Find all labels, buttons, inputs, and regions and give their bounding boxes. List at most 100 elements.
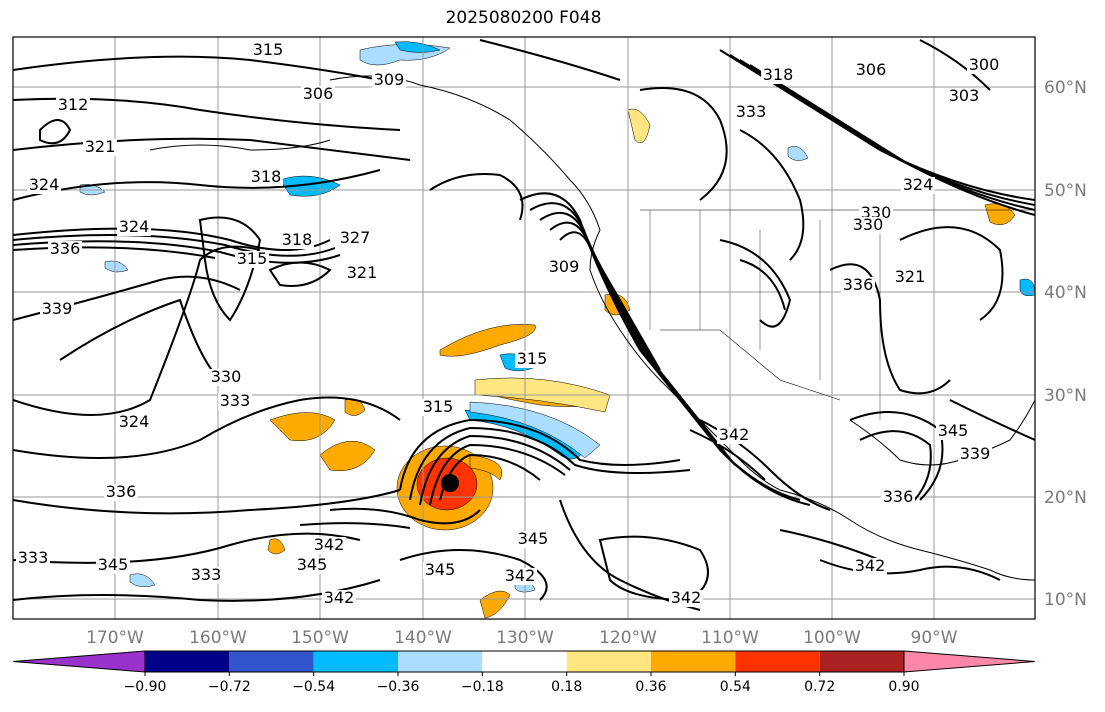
contour-coast-4 [549, 221, 736, 466]
contour-label-bg [40, 301, 74, 318]
contour-sw-1 [13, 532, 361, 564]
contour-label: 324 [903, 175, 934, 194]
contour-label: 345 [518, 529, 549, 548]
contour-label: 324 [119, 217, 150, 236]
contour-label-bg [117, 414, 151, 431]
contour-label-bg [235, 251, 269, 268]
contour-label-bg [338, 230, 372, 247]
contour-label: 309 [374, 70, 405, 89]
colorbar-label: −0.72 [208, 679, 251, 695]
colorbar-label: −0.90 [124, 679, 167, 695]
contour-ne-5 [919, 39, 991, 91]
lat-label: 10°N [1044, 590, 1087, 610]
contour-closed-w [198, 216, 262, 322]
contour-label-bg [851, 217, 885, 234]
contour-label: 333 [736, 102, 767, 121]
contour-label-bg [189, 567, 223, 584]
contour-label: 330 [853, 215, 884, 234]
contour-canada-1 [639, 87, 728, 201]
colorbar-segment [398, 651, 483, 672]
contour-w-2 [13, 234, 336, 257]
contour-north-4 [13, 169, 381, 201]
contour-gulf-2 [859, 430, 932, 506]
contour-label-bg [16, 550, 50, 567]
shade-lightblue-e1 [787, 146, 809, 161]
contour-label: 321 [895, 267, 926, 286]
chart-title: 2025080200 F048 [445, 8, 602, 28]
contour-label-bg [345, 265, 379, 282]
border-us-mexico [660, 329, 841, 401]
colorbar-frame [144, 650, 905, 673]
lon-label: 90°W [911, 628, 958, 648]
contour-spiral-3 [419, 434, 571, 506]
contour-label: 333 [191, 565, 222, 584]
contour-spiral-1 [399, 418, 681, 491]
contour-label: 336 [50, 239, 81, 258]
contour-us-2 [739, 259, 786, 311]
lon-label: 130°W [496, 628, 554, 648]
contour-label-bg [967, 57, 1001, 74]
contour-canada-2 [739, 129, 805, 261]
contour-label-bg [893, 269, 927, 286]
contour-label-group: 315 309 306 312 321 324 318 324 336 318 327 315 321 3… [16, 40, 1001, 607]
storm-center-marker [441, 474, 459, 492]
contour-label-bg [218, 393, 252, 410]
lat-label: 30°N [1044, 386, 1087, 406]
contour-label-bg [547, 259, 581, 276]
contour-label: 342 [855, 556, 886, 575]
contour-label-bg [48, 241, 82, 258]
shade-orange-band-1 [439, 324, 536, 357]
contour-label-bg [503, 568, 537, 585]
contour-w-7 [13, 245, 261, 416]
contour-label: 345 [297, 555, 328, 574]
shade-lightblue-w2 [104, 260, 129, 273]
contour-w-6 [59, 298, 221, 381]
colorbar-segment [229, 651, 314, 672]
contour-label-bg [761, 67, 795, 84]
shade-blue-alaska [394, 41, 441, 53]
contour-label-bg [280, 232, 314, 249]
contour-label: 315 [253, 40, 284, 59]
coastline-central-america [779, 489, 1035, 581]
contour-label-bg [301, 86, 335, 103]
contour-w-8 [13, 396, 401, 459]
contour-label-bg [27, 177, 61, 194]
lon-label: 140°W [394, 628, 452, 648]
shade-orange-south [479, 590, 511, 619]
contour-us-3 [829, 263, 951, 395]
contour-coast-2 [529, 202, 811, 506]
colorbar-label: 0.72 [804, 679, 835, 695]
contour-label: 339 [960, 444, 991, 463]
contour-label: 309 [549, 257, 580, 276]
lat-label: 60°N [1044, 78, 1087, 98]
contour-label-bg [901, 177, 935, 194]
colorbar-segment [735, 651, 820, 672]
shade-lightorange-canada [627, 108, 651, 144]
lat-label: 20°N [1044, 488, 1087, 508]
contour-ne-3 [739, 59, 1035, 211]
contour-label-bg [841, 277, 875, 294]
contour-label-bg [372, 72, 406, 89]
colorbar-label: 0.36 [635, 679, 666, 695]
shade-orange-west-2 [319, 440, 376, 472]
contour-label: 342 [719, 425, 750, 444]
shade-lightblue-sw [129, 573, 156, 588]
colorbar-segment [482, 651, 567, 672]
contour-label: 333 [18, 548, 49, 567]
contour-label: 306 [856, 60, 887, 79]
contour-spiral-2 [409, 426, 691, 501]
contour-label: 327 [340, 228, 371, 247]
contour-label: 315 [423, 397, 454, 416]
colorbar-arrow-right [903, 650, 1036, 673]
contour-label: 315 [517, 349, 548, 368]
contour-label-bg [251, 42, 285, 59]
contour-mex-3 [779, 529, 881, 561]
longitude-labels: 170°W 160°W 150°W 140°W 130°W 120°W 110°W 100°W… [86, 628, 958, 648]
coastlines [149, 75, 1035, 581]
colorbar-segment [145, 651, 230, 672]
shade-orange-west [269, 412, 336, 442]
contour-label: 336 [843, 275, 874, 294]
contour-spiral-4 [429, 443, 566, 506]
contour-label: 318 [282, 230, 313, 249]
